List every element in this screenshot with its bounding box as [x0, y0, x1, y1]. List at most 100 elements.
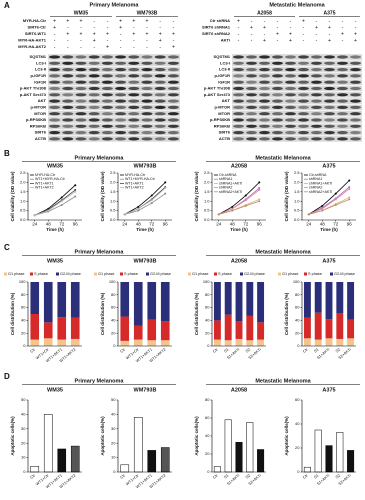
treatment-sign: + — [159, 31, 162, 37]
blot-band — [62, 74, 74, 78]
bar — [314, 429, 322, 473]
blot-band — [62, 137, 74, 141]
chart-title: A375 — [322, 387, 335, 393]
y-tick-label: 0.5 — [204, 208, 210, 213]
blot-band — [350, 68, 361, 72]
y-tick-label: 0 — [113, 343, 116, 348]
blot-strip — [48, 117, 180, 123]
blot-band — [49, 61, 61, 65]
blot-band — [128, 74, 140, 78]
blot-band — [88, 124, 100, 128]
point — [231, 207, 234, 210]
bar-segment — [303, 317, 311, 339]
bar — [246, 422, 254, 473]
legend-label: G1 phase — [192, 272, 208, 276]
blot-band — [233, 99, 244, 103]
treatment-sign: + — [119, 18, 122, 24]
x-tick-label: Ctr — [302, 473, 309, 480]
protein-label: MTOR — [34, 111, 46, 116]
blot-strip — [48, 98, 180, 104]
blot-band — [115, 86, 127, 91]
blot-band — [115, 131, 127, 135]
blot-band — [101, 124, 113, 128]
bar-segment — [325, 338, 333, 346]
blot-band — [75, 137, 87, 141]
x-tick-label: 96 — [347, 222, 353, 227]
protein-label: p-AKT Thr308 — [20, 86, 47, 91]
protein-label: LC3-I — [36, 60, 46, 65]
bar-segment — [160, 340, 170, 346]
blot-band — [88, 61, 100, 65]
blot-band — [141, 80, 153, 84]
treatment-sign: + — [341, 31, 344, 37]
section-title: Primary Melanoma — [75, 249, 125, 255]
legend-label: shRNA1+AKTi — [309, 181, 332, 185]
protein-label: AKT — [38, 98, 47, 103]
treatment-sign: + — [93, 31, 96, 37]
y-tick-label: 40 — [205, 317, 210, 322]
legend-label: WT1+AKT1 — [125, 181, 144, 185]
point — [334, 192, 337, 195]
blot-band — [298, 86, 309, 91]
blot-band — [167, 74, 179, 78]
y-tick-label: 40 — [295, 317, 300, 322]
bar-segment — [70, 282, 80, 318]
treatment-sign: + — [237, 18, 240, 24]
blot-strip — [232, 129, 362, 136]
point — [244, 199, 247, 202]
blot-band — [337, 131, 348, 135]
bar-segment — [57, 339, 67, 346]
cell-line: WM35 — [74, 10, 89, 16]
blot-band — [259, 68, 270, 72]
point — [321, 209, 324, 212]
blot-band — [167, 131, 179, 135]
treatment-sign: - — [264, 31, 266, 37]
treatment-sign: - — [107, 18, 109, 24]
y-tick-label: 10 — [21, 455, 26, 460]
legend-label: WT1+MYR-HA-Ctr — [125, 177, 156, 181]
y-tick-label: 20 — [295, 330, 300, 335]
bar-segment — [224, 282, 232, 315]
bar-segment — [213, 282, 221, 321]
blot-band — [141, 55, 153, 59]
bar-segment — [314, 282, 322, 313]
bar-segment — [336, 313, 344, 339]
chart-title: A2058 — [231, 163, 247, 169]
bar — [147, 450, 157, 473]
x-tick-label: 72 — [59, 222, 65, 227]
y-tick-label: 2.5 — [110, 170, 116, 175]
treatment-sign: - — [173, 38, 175, 44]
blot-band — [233, 61, 244, 65]
blot-strip — [232, 92, 362, 98]
y-tick-label: 2.5 — [204, 170, 210, 175]
blot-band — [115, 137, 127, 141]
blot-band — [167, 137, 179, 141]
legend-swatch — [214, 272, 217, 276]
series-line — [34, 184, 76, 216]
y-tick-label: 0.0 — [20, 217, 26, 222]
y-tick-label: 0.0 — [294, 217, 300, 222]
legend-swatch — [94, 272, 97, 276]
bar-segment — [224, 340, 232, 346]
section-title: Primary Melanoma — [75, 155, 125, 161]
blot-band — [350, 118, 361, 122]
blot-band — [62, 112, 74, 116]
blot-band — [298, 137, 309, 141]
blot-band — [62, 80, 74, 84]
blot-band — [154, 118, 166, 122]
y-tick-label: 0.5 — [110, 208, 116, 213]
protein-label: p-RPS6KB — [210, 117, 230, 122]
bar — [43, 414, 53, 473]
x-axis-label: Time (h) — [230, 227, 248, 232]
treatment-sign: - — [173, 18, 175, 24]
treatment-sign: - — [146, 44, 148, 50]
blot-band — [311, 55, 322, 59]
bar-segment — [325, 282, 333, 320]
group-title: Primary Melanoma — [90, 2, 140, 8]
blot-strip — [48, 79, 180, 85]
blot-band — [49, 131, 61, 135]
blot-band — [350, 131, 361, 135]
protein-label: SIRT6 — [219, 130, 231, 135]
treatment-sign: - — [290, 25, 292, 31]
blot-band — [128, 137, 140, 141]
